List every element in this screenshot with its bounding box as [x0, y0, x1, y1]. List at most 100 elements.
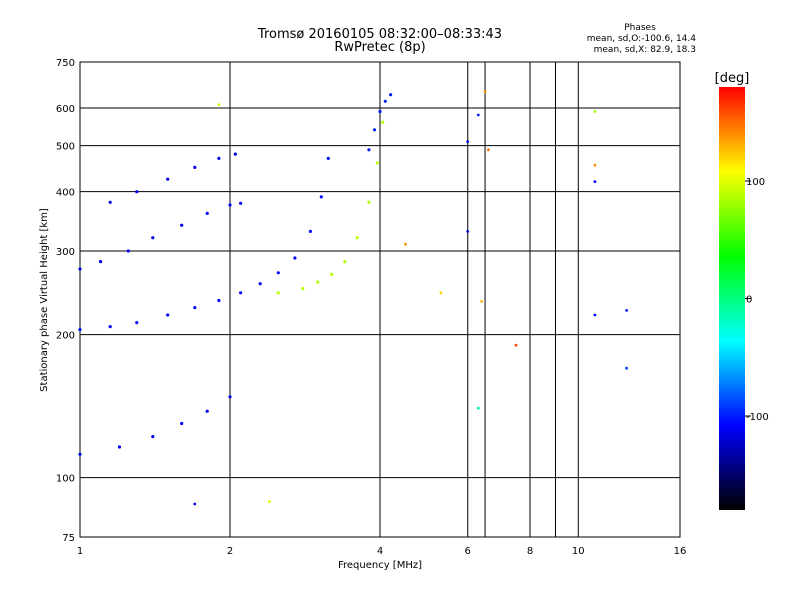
echo-point: [316, 280, 320, 284]
echo-point: [383, 99, 387, 103]
echo-point: [355, 236, 359, 240]
echo-point: [466, 140, 470, 144]
y-tick-label: 100: [56, 474, 75, 485]
y-tick-label: 300: [56, 247, 75, 258]
echo-point: [117, 445, 122, 449]
echo-point: [326, 156, 330, 160]
data-points: [78, 90, 628, 506]
colorbar-tick-label: -100: [746, 412, 769, 423]
echo-point: [205, 211, 209, 215]
grid-lines: [79, 62, 681, 537]
y-tick-label: 75: [62, 533, 75, 544]
echo-point: [301, 287, 305, 291]
phases-title: Phases: [624, 23, 656, 33]
echo-point: [99, 260, 103, 264]
y-tick-label: 600: [56, 104, 75, 115]
echo-point: [276, 291, 280, 295]
echo-point: [228, 395, 232, 399]
echo-point: [180, 421, 184, 426]
echo-point: [514, 343, 518, 347]
x-axis-ticks: 1 2 4 6 8 10 16: [77, 546, 687, 557]
echo-point: [487, 148, 490, 152]
echo-point: [193, 502, 197, 506]
echo-point: [330, 272, 334, 276]
echo-point: [593, 110, 597, 113]
echo-point: [483, 90, 487, 93]
echo-point: [258, 282, 262, 286]
echo-point: [126, 249, 130, 253]
echo-point: [135, 321, 139, 325]
echo-point: [228, 203, 232, 207]
echo-point: [480, 300, 484, 303]
echo-point: [78, 452, 82, 456]
plot-area: 1 2 4 6 8 10 16 750 600 500 400 300 200 100 75: [56, 58, 686, 557]
y-tick-label: 200: [56, 331, 75, 342]
colorbar-unit-label: [deg]: [715, 71, 750, 86]
y-tick-label: 500: [56, 142, 75, 153]
echo-point: [193, 306, 197, 310]
colorbar-tick-label: 0: [746, 295, 752, 306]
echo-point: [372, 128, 377, 132]
y-tick-label: 750: [56, 58, 75, 69]
chart-subtitle: RwPretec (8p): [334, 40, 425, 55]
x-tick-label: 6: [465, 546, 471, 557]
echo-point: [476, 406, 480, 410]
x-tick-label: 1: [77, 546, 83, 557]
echo-point: [367, 148, 371, 152]
echo-point: [308, 229, 312, 233]
echo-point: [193, 165, 197, 169]
echo-point: [276, 271, 280, 275]
echo-point: [108, 325, 112, 329]
echo-point: [217, 156, 221, 160]
echo-point: [151, 435, 155, 439]
echo-point: [625, 309, 628, 312]
x-axis-label: Frequency [MHz]: [338, 560, 422, 571]
echo-point: [108, 200, 112, 204]
phases-mean-x: mean, sd,X: 82.9, 18.3: [594, 45, 696, 55]
colorbar-gradient: [719, 87, 745, 510]
echo-point: [343, 260, 347, 264]
echo-point: [466, 230, 470, 233]
echo-point: [78, 328, 82, 332]
echo-point: [593, 313, 597, 317]
echo-point: [180, 223, 184, 227]
echo-point: [239, 291, 243, 295]
echo-point: [78, 267, 82, 271]
echo-point: [217, 103, 221, 106]
echo-point: [367, 200, 371, 204]
echo-point: [476, 113, 480, 117]
echo-point: [151, 236, 155, 240]
echo-point: [389, 93, 393, 97]
y-axis-ticks: 750 600 500 400 300 200 100 75: [56, 58, 75, 544]
y-axis-label: Stationary phase Virtual Height [km]: [39, 208, 50, 392]
echo-point: [381, 120, 385, 124]
echo-point: [166, 177, 170, 181]
echo-point: [593, 180, 597, 184]
x-tick-label: 10: [572, 546, 585, 557]
echo-point: [135, 190, 139, 194]
echo-point: [404, 242, 407, 246]
phase-colorbar: [deg] 100 0 -100: [715, 71, 769, 510]
echo-point: [205, 409, 209, 413]
chart-title: Tromsø 20160105 08:32:00–08:33:43: [257, 27, 502, 42]
y-tick-label: 400: [56, 188, 75, 199]
echo-point: [268, 500, 271, 504]
colorbar-ticks: 100 0 -100: [745, 177, 769, 423]
echo-point: [378, 109, 382, 114]
echo-point: [239, 201, 243, 205]
echo-point: [293, 256, 297, 260]
colorbar-tick-label: 100: [746, 177, 765, 188]
echo-point: [593, 163, 597, 167]
phases-mean-o: mean, sd,O:-100.6, 14.4: [587, 34, 697, 44]
echo-point: [439, 291, 443, 295]
x-tick-label: 2: [227, 546, 233, 557]
x-tick-label: 4: [377, 546, 383, 557]
echo-point: [217, 298, 221, 303]
echo-point: [375, 161, 379, 165]
x-tick-label: 8: [527, 546, 533, 557]
echo-point: [166, 313, 170, 317]
x-tick-label: 16: [674, 546, 687, 557]
echo-point: [319, 195, 323, 199]
echo-point: [233, 152, 237, 156]
